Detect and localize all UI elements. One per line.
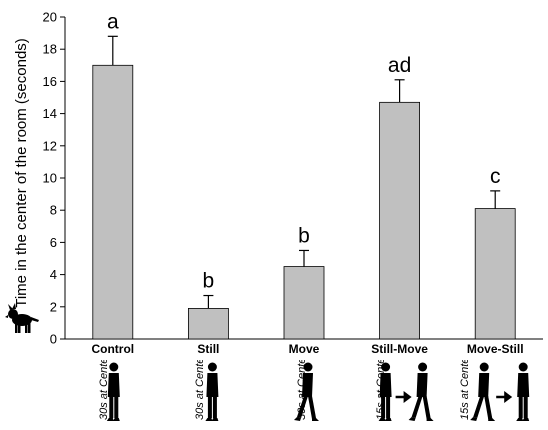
y-tick-label: 8 xyxy=(50,203,57,218)
y-tick-label: 16 xyxy=(43,74,57,89)
condition-label: 30s at Center xyxy=(98,353,110,420)
significance-label: ad xyxy=(388,54,411,77)
error-bar xyxy=(299,249,309,267)
person-still-icon xyxy=(106,362,120,421)
y-tick-label: 18 xyxy=(43,42,57,57)
bar-move xyxy=(283,266,325,340)
y-tick-label: 14 xyxy=(43,106,57,121)
error-bar xyxy=(107,35,118,66)
person-walking-to-still-icon xyxy=(470,362,530,421)
person-still-to-walking-icon xyxy=(378,362,434,421)
bar-still xyxy=(187,308,229,340)
dog-icon xyxy=(5,303,39,333)
error-bar xyxy=(203,294,214,309)
y-tick-label: 2 xyxy=(50,299,57,314)
x-tick-label: Move-Still xyxy=(467,342,524,356)
significance-label: b xyxy=(203,270,215,293)
y-axis-label: Time in the center of the room (seconds) xyxy=(13,38,30,308)
significance-label: a xyxy=(107,10,119,33)
y-tick-label: 4 xyxy=(50,267,57,282)
condition-label: 15s at Center xyxy=(459,353,471,420)
x-tick-label: Control xyxy=(91,342,134,356)
y-tick-label: 0 xyxy=(50,332,57,347)
y-tick-label: 6 xyxy=(50,235,57,250)
x-tick-label: Still xyxy=(197,342,219,356)
bar-move-still xyxy=(474,208,516,340)
person-still-icon xyxy=(205,362,219,421)
x-tick-label: Move xyxy=(289,342,320,356)
y-tick-label: 10 xyxy=(43,171,57,186)
y-tick-label: 12 xyxy=(43,138,57,153)
x-tick-label: Still-Move xyxy=(371,342,428,356)
error-bar xyxy=(394,79,405,103)
error-bar xyxy=(490,190,501,209)
person-walking-icon xyxy=(294,362,319,421)
significance-label: c xyxy=(490,165,501,188)
y-tick-label: 20 xyxy=(43,10,57,25)
bar-control xyxy=(92,64,134,340)
significance-label: b xyxy=(298,224,310,247)
condition-label: 30s at Center xyxy=(194,353,206,420)
bar-still-move xyxy=(379,101,421,340)
